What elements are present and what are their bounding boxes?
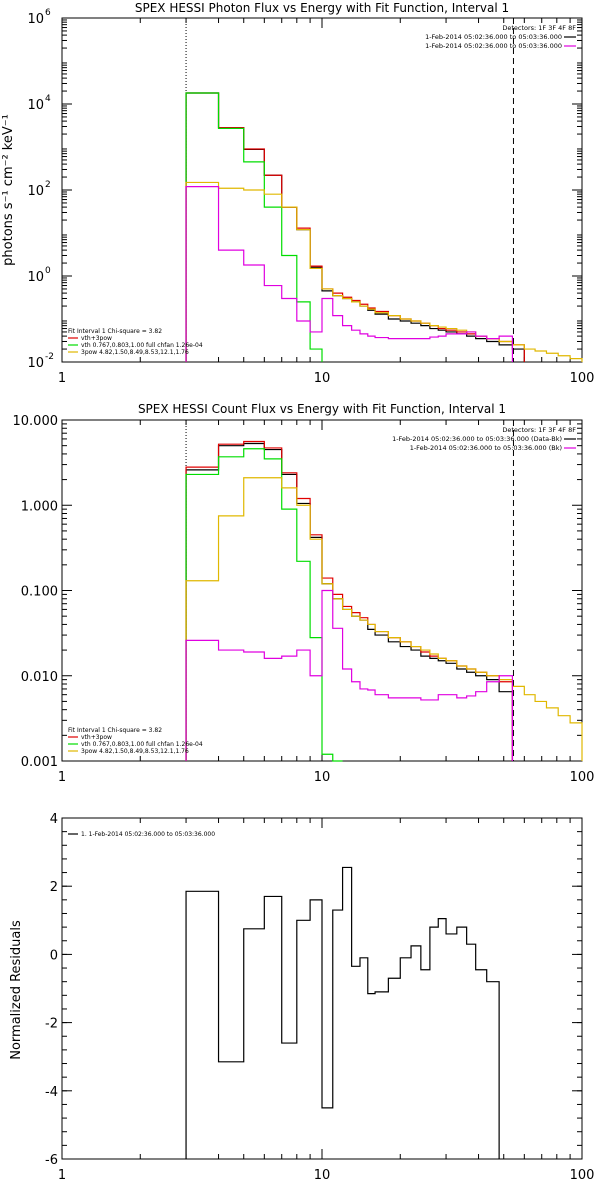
series-0-step-line [185,442,514,761]
x-tick-label: 10 [314,770,331,785]
y-tick-exponent: 6 [45,8,51,18]
legend-entry-label: 3pow 4.82,1.50,8.49,8.53,12.1,1.76 [81,349,189,356]
series-4-step-line [185,185,514,362]
photon-flux-panel: SPEX HESSI Photon Flux vs Energy with Fi… [1,1,594,386]
y-tick-label: 2 [50,880,58,895]
x-tick-label: 1 [58,371,66,386]
legend-entry-label: 1-Feb-2014 05:02:36.000 to 05:03:36.000 … [410,444,562,452]
legend-entry-label: 1. 1-Feb-2014 05:02:36.000 to 05:03:36.0… [81,831,215,838]
series-group [185,866,500,1159]
series-2-step-line [185,448,343,762]
reference-lines [185,18,514,362]
y-tick-label: -4 [45,1085,58,1100]
legend-entry-label: 1-Feb-2014 05:02:36.000 to 05:03:36.000 [425,33,562,41]
x-tick-label: 10 [314,371,331,386]
chart-title: SPEX HESSI Photon Flux vs Energy with Fi… [135,1,509,15]
y-tick-label: 0.010 [21,670,58,685]
legend-entry-label: 1-Feb-2014 05:02:36.000 to 05:03:36.000 … [392,435,562,443]
y-tick-label: 4 [50,812,58,827]
series-4-step-line [185,589,514,761]
series-3-step-line [185,181,583,362]
legend-entry-label: vth 0.767,0.803,1.00 full chfan 1.26e-04 [81,741,203,748]
y-tick-label: -2 [45,1017,58,1032]
legend-left: Fit Interval 1 Chi-square = 3.82vth+3pow… [68,727,203,755]
y-tick-label: 0.100 [21,585,58,600]
y-tick-exponent: 2 [45,180,51,190]
y-tick-label: 10 [27,12,44,27]
grid-and-ticks: 1 10 100 0.001 0.010 0.100 1.000 10.000 [13,414,595,785]
x-tick-label: 10 [314,1168,331,1183]
x-tick-label: 1 [58,770,66,785]
x-tick-label: 100 [570,1168,595,1183]
legend-left: 1. 1-Feb-2014 05:02:36.000 to 05:03:36.0… [68,831,215,838]
y-tick-label: 0.001 [21,755,58,770]
y-tick-label: 10 [27,184,44,199]
series-3-step-line [185,477,583,761]
series-1-step-line [185,92,525,362]
series-group [185,440,583,762]
count-flux-panel: SPEX HESSI Count Flux vs Energy with Fit… [13,402,595,785]
reference-lines [185,420,514,761]
x-tick-label: 1 [58,1168,66,1183]
x-tick-label: 100 [570,770,595,785]
legend-entry-label: vth+3pow [81,734,112,741]
y-tick-label: 1.000 [21,499,58,514]
y-tick-label: -6 [45,1153,58,1168]
y-tick-exponent: 4 [45,94,51,104]
residuals-panel: Normalized Residuals 1 10 100 -6 -4 -2 0 2 4 1. … [9,812,594,1183]
legend-header: Detectors: 1F 3F 4F 8F [502,426,576,434]
y-tick-exponent: -2 [45,352,54,362]
y-axis-label: photons s⁻¹ cm⁻² keV⁻¹ [1,114,16,266]
y-tick-label: 10 [27,98,44,113]
legend-right: Detectors: 1F 3F 4F 8F1-Feb-2014 05:02:3… [392,426,576,452]
series-0-step-line [185,866,500,1159]
legend-entry-label: vth+3pow [81,335,112,342]
legend-header: Fit Interval 1 Chi-square = 3.82 [68,727,162,734]
y-axis-label: Normalized Residuals [9,920,24,1060]
y-tick-exponent: 0 [45,266,51,276]
legend-right: Detectors: 1F 3F 4F 8F1-Feb-2014 05:02:3… [425,24,576,50]
y-tick-label: 10 [27,270,44,285]
legend-entry-label: vth 0.767,0.803,1.00 full chfan 1.26e-04 [81,342,203,349]
y-tick-label: 10.000 [13,414,59,429]
grid-and-ticks: 1 10 100 -6 -4 -2 0 2 4 [45,812,594,1183]
legend-entry-label: 1-Feb-2014 05:02:36.000 to 05:03:36.000 [425,42,562,50]
y-tick-label: 10 [27,356,44,371]
series-0-step-line [185,92,525,362]
legend-left: Fit Interval 1 Chi-square = 3.82vth+3pow… [68,328,203,356]
legend-header: Detectors: 1F 3F 4F 8F [502,24,576,32]
series-group [185,92,583,362]
legend-header: Fit Interval 1 Chi-square = 3.82 [68,328,162,335]
chart-title: SPEX HESSI Count Flux vs Energy with Fit… [138,402,506,416]
legend-entry-label: 3pow 4.82,1.50,8.49,8.53,12.1,1.76 [81,748,189,755]
series-1-step-line [185,440,514,761]
y-tick-label: 0 [50,948,58,963]
x-tick-label: 100 [570,371,595,386]
